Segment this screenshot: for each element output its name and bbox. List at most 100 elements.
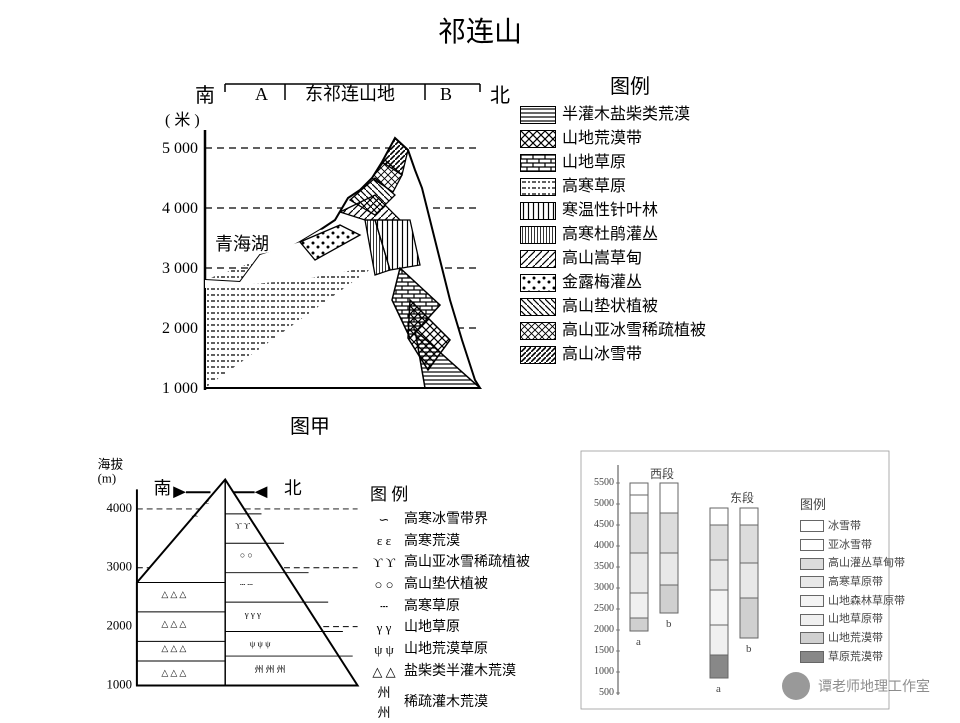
diagram-b: 1000 2000 3000 4000 海拔 (m) 南 北 △ △ △△ △ … bbox=[90, 455, 380, 710]
legend-b: 图 例 ∽高寒冰雪带界ε ε高寒荒漠ϒ ϒ高山亚冰雪稀疏植被○ ○高山垫伏植被┄… bbox=[370, 480, 560, 723]
legend-label: 高山灌丛草甸带 bbox=[828, 554, 905, 573]
legend-c: 图例 冰雪带亚冰雪带高山灌丛草甸带高寒草原带山地森林草原带山地草原带山地荒漠带草… bbox=[800, 494, 940, 667]
legend-label: 稀疏灌木荒漠 bbox=[404, 692, 488, 714]
legend-symbol: ε ε bbox=[370, 531, 398, 551]
legend-label: 高寒草原带 bbox=[828, 573, 883, 592]
legend-swatch bbox=[800, 539, 824, 551]
svg-text:3000: 3000 bbox=[594, 582, 614, 593]
svg-text:∽: ∽ bbox=[191, 511, 198, 521]
legend-symbol: 州 州 bbox=[370, 683, 398, 723]
legend-swatch bbox=[520, 178, 556, 196]
svg-text:4500: 4500 bbox=[594, 519, 614, 530]
legend-swatch bbox=[800, 632, 824, 644]
svg-text:(m): (m) bbox=[98, 471, 116, 485]
legend-item: 山地草原 bbox=[520, 151, 740, 175]
south: 南 bbox=[154, 478, 172, 498]
legend-symbol: ψ ψ bbox=[370, 640, 398, 660]
svg-text:γ γ γ: γ γ γ bbox=[244, 609, 261, 619]
mid-label: 东祁连山地 bbox=[305, 84, 395, 104]
svg-text:ε: ε bbox=[206, 496, 210, 506]
svg-text:b: b bbox=[746, 643, 752, 655]
legend-item: 山地森林草原带 bbox=[800, 592, 940, 611]
legend-a: 图例 半灌木盐柴类荒漠山地荒漠带山地草原高寒草原寒温性针叶林高寒杜鹃灌丛高山嵩草… bbox=[520, 70, 740, 367]
wechat-icon bbox=[782, 672, 810, 700]
ytick: 3 000 bbox=[162, 260, 198, 277]
ylabel: 海拔 bbox=[98, 458, 124, 472]
legend-item: 高山灌丛草甸带 bbox=[800, 554, 940, 573]
north-label: 北 bbox=[490, 84, 510, 107]
legend-label: 高山亚冰雪稀疏植被 bbox=[404, 552, 530, 574]
diagram-a: 1 000 2 000 3 000 4 000 5 000 ( 米 ) 南 北 … bbox=[150, 70, 510, 440]
watermark: 谭老师地理工作室 bbox=[782, 672, 930, 700]
ytick: 5 000 bbox=[162, 140, 198, 157]
svg-text:500: 500 bbox=[599, 687, 614, 698]
legend-swatch bbox=[520, 130, 556, 148]
legend-symbol: ○ ○ bbox=[370, 575, 398, 595]
svg-text:州 州 州: 州 州 州 bbox=[255, 665, 286, 675]
svg-text:a: a bbox=[716, 683, 721, 695]
legend-label: 高山垫伏植被 bbox=[404, 574, 488, 596]
legend-item: 高山亚冰雪稀疏植被 bbox=[520, 319, 740, 343]
caption-a: 图甲 bbox=[290, 410, 330, 439]
legend-label: 冰雪带 bbox=[828, 517, 861, 536]
svg-text:5500: 5500 bbox=[594, 477, 614, 488]
ytick: 1000 bbox=[107, 677, 133, 691]
legend-item: 冰雪带 bbox=[800, 517, 940, 536]
legend-label: 高寒杜鹃灌丛 bbox=[562, 223, 658, 247]
ytick: 4 000 bbox=[162, 200, 198, 217]
svg-text:2000: 2000 bbox=[594, 624, 614, 635]
right-section: 东段 bbox=[730, 490, 754, 505]
watermark-text: 谭老师地理工作室 bbox=[818, 676, 930, 696]
legend-label: 山地草原 bbox=[562, 151, 626, 175]
legend-item: 高寒草原 bbox=[520, 175, 740, 199]
legend-label: 山地荒漠草原 bbox=[404, 639, 488, 661]
legend-label: 高寒荒漠 bbox=[404, 531, 460, 553]
legend-item: 山地荒漠带 bbox=[800, 629, 940, 648]
legend-label: 山地草原带 bbox=[828, 610, 883, 629]
legend-swatch bbox=[800, 558, 824, 570]
svg-text:ϒ ϒ: ϒ ϒ bbox=[235, 521, 251, 531]
legend-swatch bbox=[520, 202, 556, 220]
legend-label: 高山亚冰雪稀疏植被 bbox=[562, 319, 706, 343]
legend-label: 山地荒漠带 bbox=[828, 629, 883, 648]
legend-item: ε ε 高寒荒漠 bbox=[370, 531, 560, 553]
legend-label: 高山嵩草甸 bbox=[562, 247, 642, 271]
legend-symbol: ┄ bbox=[370, 597, 398, 617]
legend-item: ┄ 高寒草原 bbox=[370, 596, 560, 618]
a-label: A bbox=[255, 84, 268, 104]
legend-label: 山地草原 bbox=[404, 617, 460, 639]
legend-swatch bbox=[520, 106, 556, 124]
legend-label: 高寒草原 bbox=[562, 175, 626, 199]
legend-item: 高山垫状植被 bbox=[520, 295, 740, 319]
legend-swatch bbox=[800, 576, 824, 588]
ytick: 1 000 bbox=[162, 380, 198, 397]
legend-item: 亚冰雪带 bbox=[800, 536, 940, 555]
legend-item: 高寒杜鹃灌丛 bbox=[520, 223, 740, 247]
legend-item: 草原荒漠带 bbox=[800, 648, 940, 667]
ytick: 3000 bbox=[107, 560, 133, 574]
legend-swatch bbox=[520, 250, 556, 268]
legend-symbol: ϒ ϒ bbox=[370, 553, 398, 573]
legend-label: 草原荒漠带 bbox=[828, 648, 883, 667]
legend-label: 高寒冰雪带界 bbox=[404, 509, 488, 531]
svg-text:a: a bbox=[636, 636, 641, 648]
legend-swatch bbox=[800, 595, 824, 607]
legend-item: 半灌木盐柴类荒漠 bbox=[520, 103, 740, 127]
legend-label: 高寒草原 bbox=[404, 596, 460, 618]
legend-swatch bbox=[520, 322, 556, 340]
svg-text:○ ○: ○ ○ bbox=[240, 550, 253, 560]
legend-item: 寒温性针叶林 bbox=[520, 199, 740, 223]
legend-swatch bbox=[520, 274, 556, 292]
legend-symbol: γ γ bbox=[370, 618, 398, 638]
legend-item: 山地草原带 bbox=[800, 610, 940, 629]
svg-text:5000: 5000 bbox=[594, 498, 614, 509]
legend-label: 高山垫状植被 bbox=[562, 295, 658, 319]
svg-text:2500: 2500 bbox=[594, 603, 614, 614]
ytick: 2000 bbox=[107, 619, 133, 633]
legend-item: ○ ○ 高山垫伏植被 bbox=[370, 574, 560, 596]
legend-item: ϒ ϒ 高山亚冰雪稀疏植被 bbox=[370, 552, 560, 574]
legend-item: 高山冰雪带 bbox=[520, 343, 740, 367]
svg-text:┄ ┄: ┄ ┄ bbox=[240, 579, 254, 589]
svg-text:△ △ △: △ △ △ bbox=[161, 668, 186, 678]
legend-item: 高山嵩草甸 bbox=[520, 247, 740, 271]
